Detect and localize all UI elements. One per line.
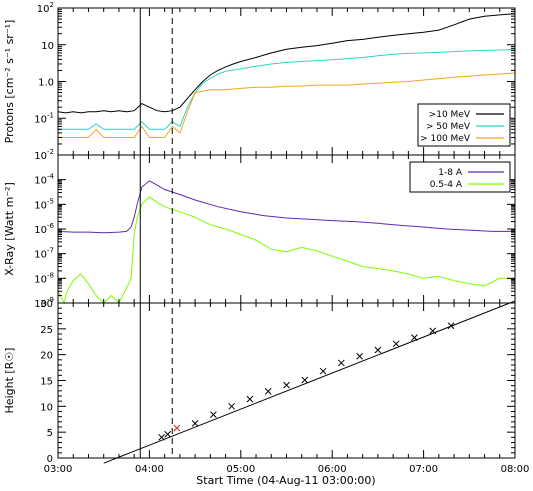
point-stroke [337, 359, 345, 367]
legend-label: 1-8 A [438, 168, 463, 178]
axes: 102 10 1.0 10-1 10-2 Protons [cm⁻² s⁻¹ sr⁻¹] 1… [3, 1, 529, 475]
scatter-point [173, 424, 181, 432]
legend-box [417, 103, 511, 147]
point-stroke [283, 381, 290, 389]
y-tick-label: 10-5 [34, 197, 54, 211]
series-line-1-2 [58, 48, 516, 130]
point-stroke [210, 411, 217, 418]
series-line-2-2 [57, 196, 515, 305]
y-tick-label: 30 [40, 299, 53, 310]
scatter-point [374, 346, 382, 354]
x-tick-label: 08:00 [501, 464, 530, 475]
y-tick-label: 10-6 [34, 222, 54, 236]
point-stroke [191, 420, 199, 427]
point-stroke [173, 424, 181, 432]
scatter-point [164, 430, 172, 438]
scatter-point [411, 334, 418, 341]
scatter-point [264, 387, 272, 395]
y-tick-label: 10 [40, 402, 53, 413]
scatter-point [191, 420, 199, 427]
scatter-point [392, 340, 400, 348]
x-axis-label: Start Time (04-Aug-11 03:00:00) [196, 474, 375, 487]
y-tick-label: 20 [40, 351, 53, 362]
y-tick-label: 102 [37, 1, 54, 15]
y-tick-label: 25 [40, 325, 53, 336]
point-stroke [392, 340, 400, 348]
legend-label: > 100 MeV [420, 134, 471, 144]
point-stroke [264, 387, 272, 395]
y-tick-label: 10-7 [34, 247, 54, 261]
point-stroke [319, 367, 327, 375]
series-line-1-1 [57, 13, 516, 114]
scatter-point [337, 359, 345, 367]
scatter-point [283, 381, 290, 389]
y-tick-label: 10 [41, 41, 54, 52]
point-stroke [356, 352, 363, 360]
point-stroke [374, 346, 382, 354]
series-line-1-3 [58, 72, 516, 138]
scatter-point [319, 367, 327, 375]
scatter-point [210, 411, 217, 418]
x-tick-label: 06:00 [318, 464, 347, 475]
y-tick-label: 5 [47, 428, 53, 439]
legend-label: >10 MeV [429, 110, 471, 120]
x-tick-label: 07:00 [409, 464, 438, 475]
point-stroke [429, 327, 437, 335]
point-stroke [246, 395, 254, 403]
scatter-point [228, 402, 236, 410]
panel-frame-3 [57, 302, 516, 459]
point-stroke [164, 430, 172, 438]
fit-line [103, 300, 516, 464]
x-tick-label: 03:00 [44, 464, 73, 475]
point-stroke [158, 433, 165, 441]
point-stroke [301, 376, 309, 384]
data-series [57, 13, 516, 464]
y-tick-label: 15 [40, 377, 53, 388]
point-stroke [447, 322, 455, 330]
scatter-point [158, 433, 165, 441]
legends: >10 MeV > 50 MeV > 100 MeV 1-8 A 0.5-4 A [409, 103, 511, 193]
series-line-2-1 [57, 180, 515, 234]
y-axis-label: Height [R☉] [3, 348, 16, 414]
legend-label: > 50 MeV [426, 122, 471, 132]
scatter-point [447, 322, 455, 330]
scatter-point [356, 352, 363, 360]
y-tick-label: 1.0 [38, 78, 54, 89]
scatter-point [429, 327, 437, 335]
legend-label: 0.5-4 A [430, 180, 463, 190]
x-tick-label: 05:00 [226, 464, 255, 475]
point-stroke [411, 334, 418, 341]
y-axis-label: X-Ray [Watt m⁻²] [3, 182, 16, 276]
y-tick-label: 10-2 [34, 148, 54, 162]
point-stroke [228, 402, 236, 410]
scatter-point [301, 376, 309, 384]
y-tick-label: 10-1 [34, 111, 54, 125]
y-axis-label: Protons [cm⁻² s⁻¹ sr⁻¹] [3, 20, 16, 144]
y-tick-label: 0 [47, 454, 53, 465]
scatter-point [246, 395, 254, 403]
x-tick-label: 04:00 [135, 464, 164, 475]
y-tick-label: 10-8 [34, 271, 54, 285]
y-tick-label: 10-4 [34, 173, 54, 187]
legend-box [409, 161, 511, 193]
